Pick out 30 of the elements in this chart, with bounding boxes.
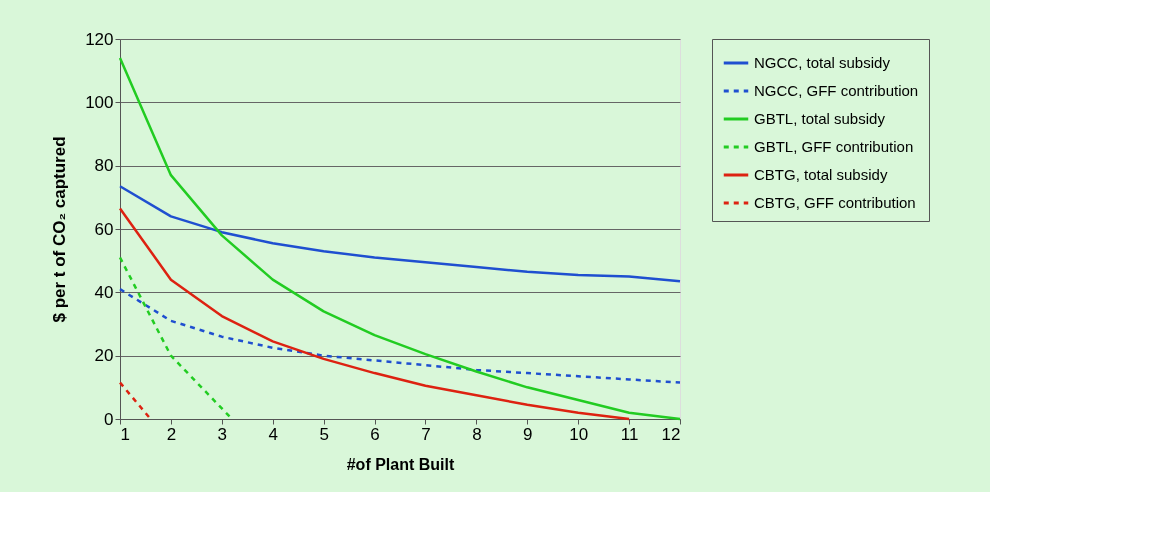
x-tick-label: 4 xyxy=(268,424,278,444)
x-tick-label: 1 xyxy=(120,424,130,444)
x-tick-label: 11 xyxy=(620,424,639,444)
x-tick-label: 8 xyxy=(472,424,482,444)
y-tick-label: 100 xyxy=(85,92,114,112)
x-tick-label: 9 xyxy=(523,424,533,444)
y-tick-label: 40 xyxy=(94,282,114,302)
x-axis-title: #of Plant Built xyxy=(346,455,455,473)
x-tick-label: 7 xyxy=(421,424,431,444)
line-series xyxy=(118,287,682,384)
line-series xyxy=(118,207,631,421)
legend-label: GBTL, GFF contribution xyxy=(754,138,914,155)
x-tick-label: 2 xyxy=(166,424,177,444)
y-tick-label: 120 xyxy=(85,29,114,49)
y-tick-label: 20 xyxy=(94,346,114,366)
x-tick-label: 5 xyxy=(319,424,329,444)
x-tick-label: 10 xyxy=(569,424,589,444)
line-series xyxy=(118,185,682,283)
legend-label: GBTL, total subsidy xyxy=(754,110,886,127)
legend-label: CBTG, GFF contribution xyxy=(754,194,916,211)
legend-label: CBTG, total subsidy xyxy=(754,166,888,183)
y-tick-label: 0 xyxy=(104,409,114,429)
y-tick-label: 80 xyxy=(94,156,114,176)
legend-label: NGCC, GFF contribution xyxy=(754,82,919,99)
x-tick-label: 6 xyxy=(370,424,380,444)
y-axis-title: $ per t of CO₂ captured xyxy=(50,136,70,323)
x-tick-label: 3 xyxy=(217,424,228,444)
x-tick-label: 12 xyxy=(661,424,681,444)
y-tick-label: 60 xyxy=(94,219,114,239)
legend-label: NGCC, total subsidy xyxy=(754,54,891,71)
